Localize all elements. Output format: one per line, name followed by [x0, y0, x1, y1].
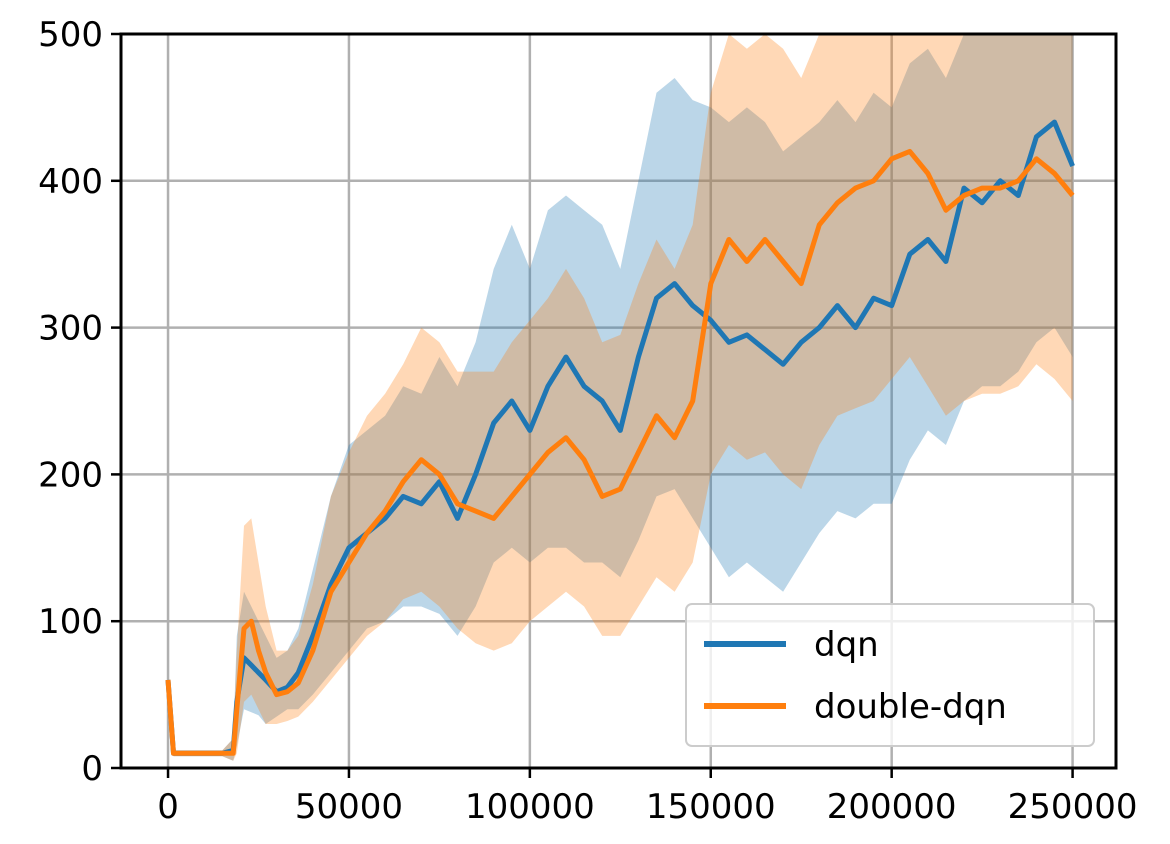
dqn-band: [168, 34, 1073, 761]
series-lines: [165, 119, 1075, 756]
y-tick-label-1: 100: [38, 602, 103, 642]
x-tick-label-3: 150000: [646, 787, 776, 827]
x-tick-label-1: 50000: [295, 787, 403, 827]
x-tick-label-0: 0: [157, 787, 179, 827]
double-dqn-line: [165, 148, 1075, 756]
legend-label-dqn: dqn: [814, 625, 879, 665]
y-tick-label-2: 200: [38, 455, 103, 495]
plot-frame: [119, 32, 1118, 770]
legend: dqn double-dqn: [685, 603, 1095, 747]
y-tick-label-5: 500: [38, 15, 103, 55]
double-dqn-band: [168, 34, 1073, 761]
x-tick-label-4: 200000: [827, 787, 957, 827]
legend-box: [685, 603, 1095, 747]
dqn-line: [165, 119, 1075, 756]
y-tick-label-0: 0: [81, 749, 103, 789]
confidence-bands: [168, 34, 1073, 761]
x-tick-label-2: 100000: [465, 787, 595, 827]
y-tick-label-3: 300: [38, 309, 103, 349]
axis-ticks: 0 50000 100000 150000 200000 250000 0 100 200 300…: [38, 15, 1137, 827]
grid-lines: [121, 32, 1116, 770]
legend-label-double-dqn: double-dqn: [814, 687, 1007, 727]
y-tick-label-4: 400: [38, 162, 103, 202]
x-tick-label-5: 250000: [1008, 787, 1138, 827]
